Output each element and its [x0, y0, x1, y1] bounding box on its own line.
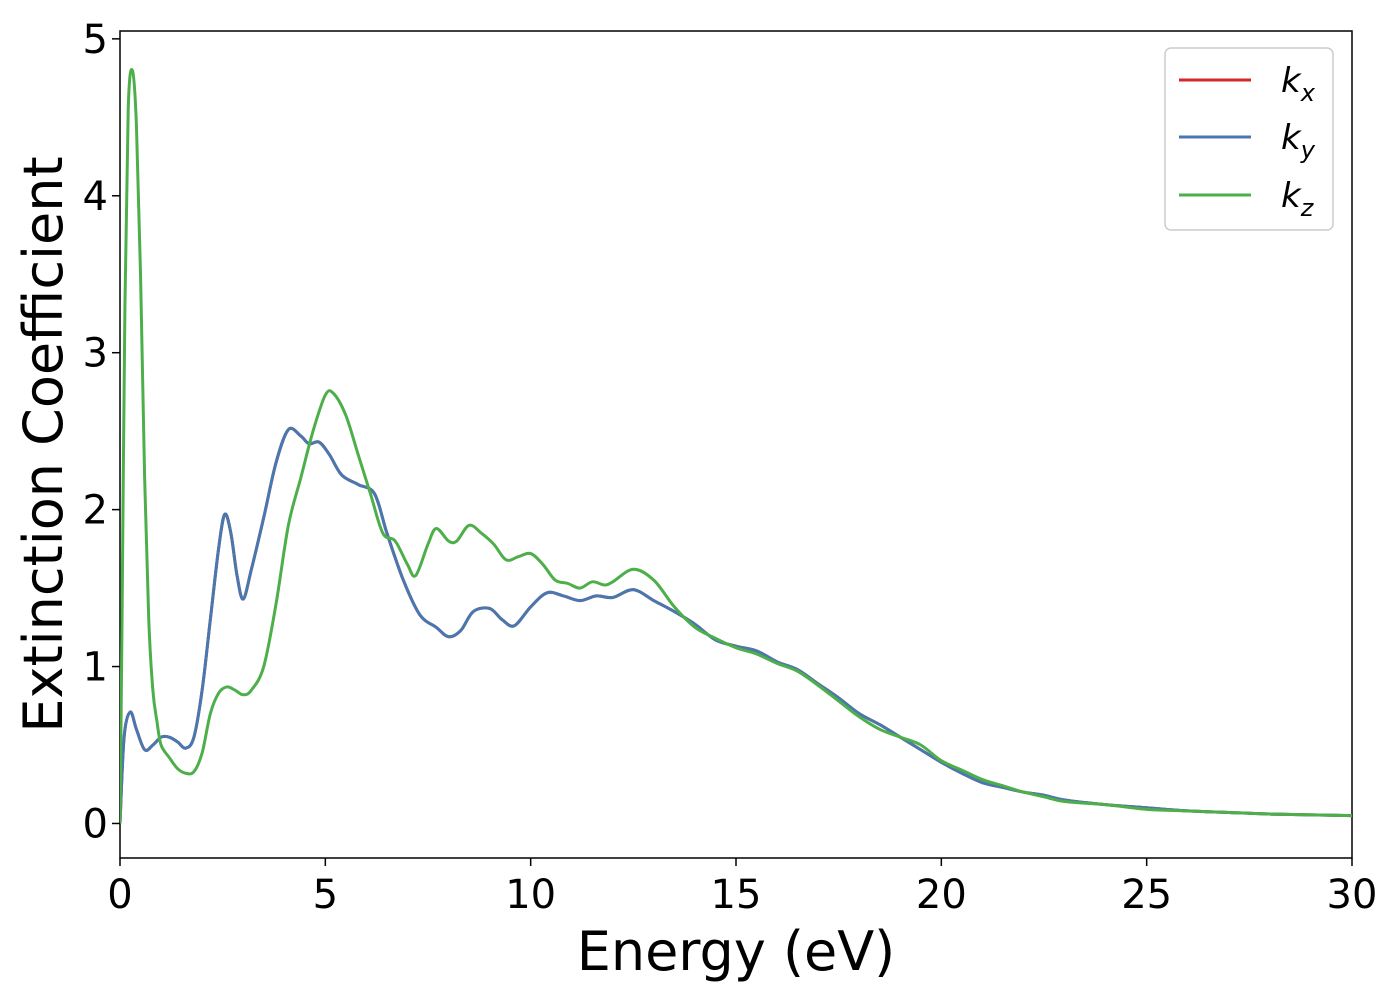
series-line-ky	[120, 426, 1352, 824]
x-tick-label: 10	[505, 872, 556, 918]
y-tick-label: 4	[83, 174, 108, 220]
y-axis-label: Extinction Coefficient	[12, 156, 75, 732]
x-tick-label: 15	[711, 872, 762, 918]
y-axis: 0 1 2 3 4 5	[83, 17, 120, 847]
legend-item-ky: ky	[1179, 118, 1316, 164]
legend-box	[1164, 47, 1334, 231]
y-tick-label: 1	[83, 645, 108, 691]
x-tick-label: 0	[107, 872, 132, 918]
y-tick-label: 0	[83, 801, 108, 847]
x-axis: 0 5 10 15 20 25 30	[107, 858, 1377, 918]
x-tick-label: 20	[916, 872, 967, 918]
y-tick-label: 2	[83, 488, 108, 534]
series-line-kx	[120, 426, 1352, 824]
x-tick-label: 5	[313, 872, 338, 918]
series-line-kz	[120, 68, 1352, 824]
series-layer	[120, 68, 1352, 824]
x-tick-label: 30	[1327, 872, 1378, 918]
y-tick-label: 5	[83, 17, 108, 63]
x-axis-label: Energy (eV)	[577, 920, 896, 983]
x-tick-label: 25	[1121, 872, 1172, 918]
y-tick-label: 3	[83, 331, 108, 377]
